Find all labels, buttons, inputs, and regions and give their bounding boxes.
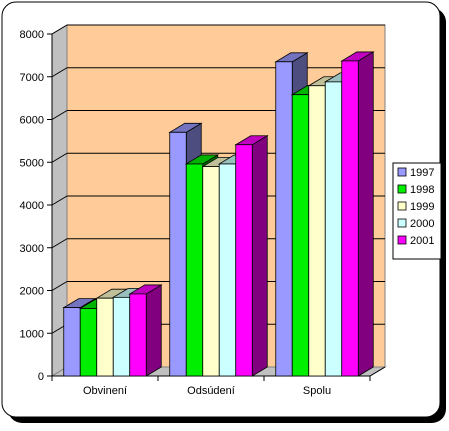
x-tick-label: Obvinení xyxy=(83,385,127,397)
legend-label: 2000 xyxy=(410,218,434,230)
bar xyxy=(185,163,204,377)
gridline-side xyxy=(51,238,68,249)
legend-swatch xyxy=(397,201,407,211)
bar-side xyxy=(145,284,162,377)
gridline-side xyxy=(51,195,68,206)
bar xyxy=(308,85,326,377)
bar xyxy=(291,94,310,377)
bar xyxy=(202,166,220,377)
bar-side xyxy=(357,51,374,377)
y-tick-label: 0 xyxy=(38,371,44,383)
gridline-side xyxy=(51,281,68,291)
bar xyxy=(112,296,131,377)
bar xyxy=(79,308,98,377)
gridline-side xyxy=(51,110,68,120)
y-tick-label: 4000 xyxy=(20,200,44,212)
legend-label: 1997 xyxy=(410,167,434,179)
bar xyxy=(218,163,237,377)
bar-side xyxy=(251,135,268,377)
bar xyxy=(63,307,81,377)
bar xyxy=(96,297,114,377)
bar xyxy=(275,61,293,377)
legend-label: 1998 xyxy=(410,184,434,196)
legend-swatch xyxy=(397,218,407,228)
bar xyxy=(235,144,253,377)
gridline-side xyxy=(51,67,68,78)
bar xyxy=(324,81,343,377)
legend-swatch xyxy=(397,167,407,177)
y-tick-label: 2000 xyxy=(20,286,44,298)
legend-label: 1999 xyxy=(410,201,434,213)
legend-swatch xyxy=(397,184,407,194)
y-tick-label: 1000 xyxy=(20,328,44,340)
x-axis-depth-line xyxy=(369,366,386,377)
y-tick-label: 3000 xyxy=(20,243,44,255)
legend-swatch xyxy=(397,235,407,245)
gridline-side xyxy=(51,152,68,163)
legend: 1997 1998 1999 2000 2001 xyxy=(392,162,442,260)
y-tick-label: 6000 xyxy=(20,115,44,127)
y-tick-label: 8000 xyxy=(20,29,44,41)
x-tick-label: Spolu xyxy=(303,385,331,397)
bar xyxy=(341,60,359,377)
bar xyxy=(129,293,147,377)
gridline-side xyxy=(51,24,68,35)
y-tick-label: 5000 xyxy=(20,157,44,169)
legend-label: 2001 xyxy=(410,235,434,247)
bar xyxy=(169,131,187,377)
y-tick-label: 7000 xyxy=(20,72,44,84)
x-tick-label: Odsúdení xyxy=(187,385,235,397)
